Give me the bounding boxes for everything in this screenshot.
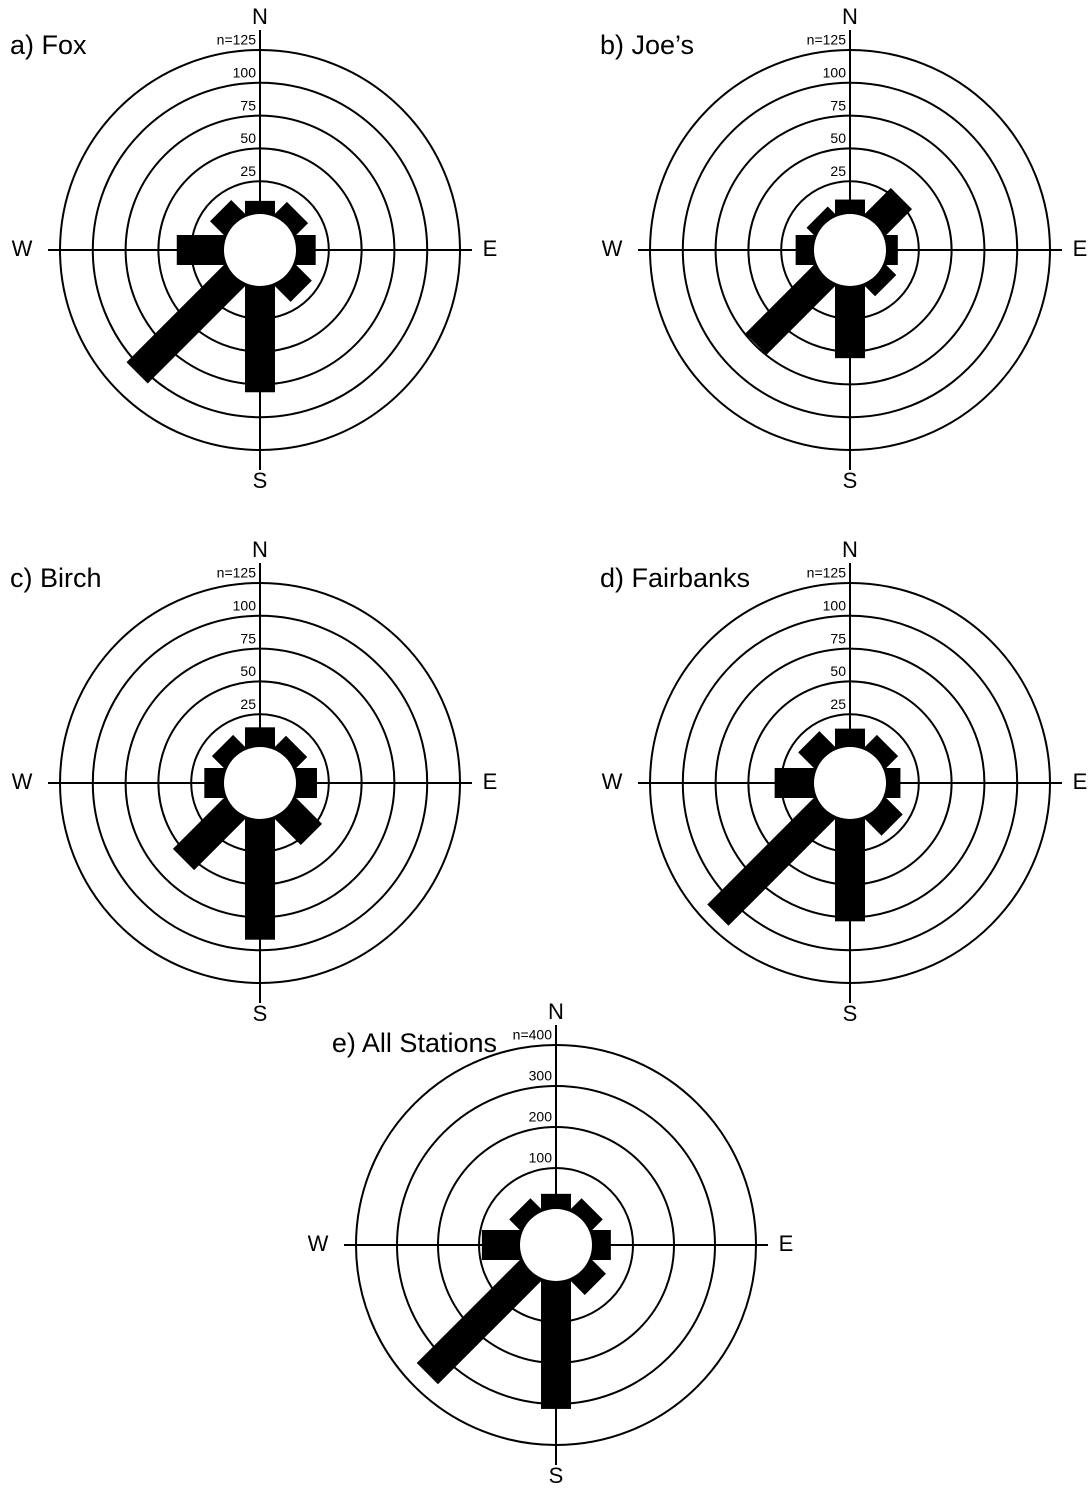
r-tick-label: 100 xyxy=(529,1150,553,1166)
bar xyxy=(245,727,275,751)
hole xyxy=(814,214,886,286)
bar xyxy=(835,728,865,751)
bar xyxy=(806,206,838,238)
r-tick-label: 100 xyxy=(233,65,257,81)
r-tick-label: 50 xyxy=(830,663,846,679)
r-tick-label: 25 xyxy=(830,696,846,712)
bar xyxy=(541,1277,571,1409)
bar xyxy=(291,235,316,265)
bar xyxy=(245,815,275,940)
bar xyxy=(245,282,275,393)
r-tick-label: 25 xyxy=(240,696,256,712)
compass-label: E xyxy=(1073,769,1088,794)
compass-label: W xyxy=(602,236,623,261)
bar xyxy=(862,262,897,297)
compass-label: E xyxy=(779,1231,794,1256)
r-tick-label: n=125 xyxy=(217,565,257,581)
bar xyxy=(835,815,865,922)
compass-label: W xyxy=(12,769,33,794)
bar xyxy=(795,235,819,265)
compass-label: W xyxy=(12,236,33,261)
r-tick-label: n=125 xyxy=(217,32,257,48)
hole xyxy=(814,747,886,819)
compass-label: E xyxy=(483,769,498,794)
compass-label: N xyxy=(252,537,268,562)
compass-label: S xyxy=(253,468,268,493)
compass-label: N xyxy=(842,4,858,29)
r-tick-label: 75 xyxy=(240,97,256,113)
bar xyxy=(126,262,248,384)
bar xyxy=(541,1193,571,1213)
bar xyxy=(587,1230,611,1260)
r-tick-label: 50 xyxy=(240,663,256,679)
bar xyxy=(204,768,229,798)
bar xyxy=(272,201,309,238)
r-tick-label: 100 xyxy=(233,598,257,614)
bar xyxy=(798,731,838,771)
compass-label: E xyxy=(1073,236,1088,261)
bar xyxy=(745,262,838,355)
bar xyxy=(272,735,308,771)
r-tick-label: 300 xyxy=(529,1068,553,1084)
chart-title: a) Fox xyxy=(10,30,87,60)
r-tick-label: 100 xyxy=(823,65,847,81)
r-tick-label: n=400 xyxy=(513,1027,553,1043)
compass-label: E xyxy=(483,236,498,261)
r-tick-label: 75 xyxy=(240,630,256,646)
bar xyxy=(882,768,901,798)
hole xyxy=(520,1209,592,1281)
chart-title: b) Joe’s xyxy=(600,30,694,60)
r-tick-label: 50 xyxy=(240,130,256,146)
bar xyxy=(245,200,275,218)
compass-label: N xyxy=(842,537,858,562)
compass-label: N xyxy=(252,4,268,29)
bar xyxy=(568,1198,603,1233)
compass-label: S xyxy=(843,468,858,493)
r-tick-label: n=125 xyxy=(807,565,847,581)
r-tick-label: 25 xyxy=(830,163,846,179)
r-tick-label: 75 xyxy=(830,630,846,646)
bar xyxy=(416,1257,544,1385)
hole xyxy=(224,214,296,286)
bar xyxy=(774,768,819,798)
bar xyxy=(481,1230,524,1260)
compass-label: S xyxy=(253,1001,268,1026)
bar xyxy=(210,200,248,238)
compass-label: S xyxy=(843,1001,858,1026)
compass-label: W xyxy=(602,769,623,794)
bar xyxy=(272,262,312,302)
chart-title: d) Fairbanks xyxy=(600,563,750,593)
bar xyxy=(835,282,865,359)
chart-title: c) Birch xyxy=(10,563,102,593)
bar xyxy=(176,235,229,265)
r-tick-label: 50 xyxy=(830,130,846,146)
compass-label: W xyxy=(308,1231,329,1256)
bar xyxy=(881,235,898,265)
bar xyxy=(862,734,899,771)
r-tick-label: 200 xyxy=(529,1109,553,1125)
compass-label: S xyxy=(549,1463,564,1488)
bar xyxy=(211,734,248,771)
chart-title: e) All Stations xyxy=(332,1028,497,1058)
bar xyxy=(509,1198,544,1233)
bar xyxy=(292,768,317,798)
compass-label: N xyxy=(548,999,564,1024)
r-tick-label: 25 xyxy=(240,163,256,179)
bar xyxy=(835,199,865,218)
r-tick-label: n=125 xyxy=(807,32,847,48)
bar xyxy=(862,795,903,836)
r-tick-label: 100 xyxy=(823,598,847,614)
bar xyxy=(172,795,248,871)
bar xyxy=(707,795,838,926)
bar xyxy=(568,1257,606,1295)
hole xyxy=(224,747,296,819)
r-tick-label: 75 xyxy=(830,97,846,113)
